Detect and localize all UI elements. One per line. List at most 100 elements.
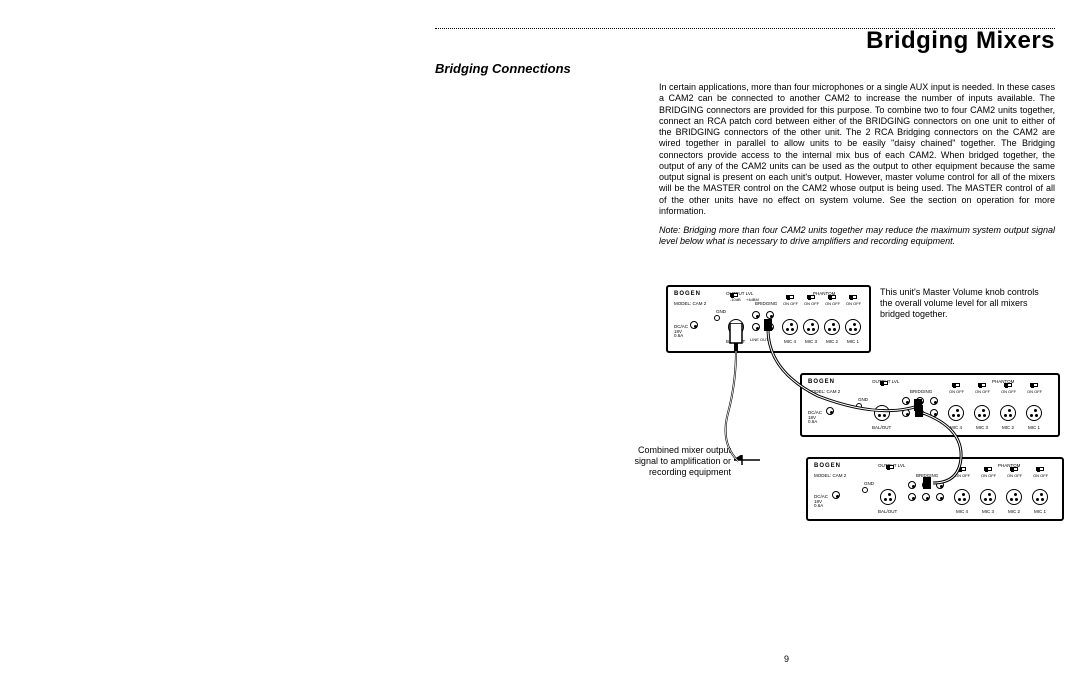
gnd-screw-icon [862,487,868,493]
mixer-unit-2: BOGEN MODEL: CAM 2 GND OUTPUT LVL BRIDGI… [800,373,1060,437]
mic-label: MIC 3 [976,425,988,430]
rca-connector-icon [752,311,760,319]
onoff-label: ON OFF [825,301,840,306]
power-label: DC/AC 18V 0.6A [814,495,828,509]
annotation-master-volume: This unit's Master Volume knob controls … [880,287,1050,319]
phantom-switch [828,295,836,299]
onoff-label: ON OFF [783,301,798,306]
bridging-diagram: This unit's Master Volume knob controls … [608,283,1062,553]
xlr-connector-icon [880,489,896,505]
model-label: MODEL: CAM 2 [674,301,706,306]
rca-connector-icon [766,311,774,319]
mixer-unit-1: BOGEN MODEL: CAM 2 GND OUTPUT LVL BRIDGI… [666,285,871,353]
phantom-switch [1010,467,1018,471]
onoff-label: ON OFF [975,389,990,394]
mic-label: MIC 2 [1008,509,1020,514]
rca-connector-icon [936,493,944,501]
annotation-output-signal: Combined mixer output signal to amplific… [616,445,731,477]
xlr-connector-icon [803,319,819,335]
phantom-switch [958,467,966,471]
output-switch [880,381,888,385]
xlr-connector-icon [980,489,996,505]
onoff-label: ON OFF [981,473,996,478]
onoff-label: ON OFF [1007,473,1022,478]
rca-connector-icon [930,409,938,417]
bridging-label: BRIDGING [910,389,932,394]
note-paragraph: Note: Bridging more than four CAM2 units… [659,225,1055,248]
gnd-screw-icon [856,403,862,409]
gnd-label: GND [864,481,874,486]
xlr-connector-icon [824,319,840,335]
model-label: MODEL: CAM 2 [814,473,846,478]
balout-label: BAL/OUT [878,509,897,514]
phantom-switch [952,383,960,387]
body-paragraph: In certain applications, more than four … [659,82,1055,217]
phantom-switch [1004,383,1012,387]
mic-label: MIC 4 [950,425,962,430]
xlr-connector-icon [954,489,970,505]
xlr-connector-icon [948,405,964,421]
xlr-connector-icon [845,319,861,335]
mic-label: MIC 4 [956,509,968,514]
gnd-screw-icon [714,315,720,321]
xlr-connector-icon [728,319,744,335]
mic-label: MIC 1 [1034,509,1046,514]
lineout-label: LINE OUT [750,337,768,342]
xlr-connector-icon [974,405,990,421]
onoff-label: ON OFF [846,301,861,306]
power-label: DC/AC 18V 0.6A [808,411,822,425]
phantom-switch [1030,383,1038,387]
power-label: DC/AC 18V 0.6A [674,325,688,339]
rca-connector-icon [908,493,916,501]
onoff-label: ON OFF [1033,473,1048,478]
brand-label: BOGEN [674,291,701,297]
mixer-unit-3: BOGEN MODEL: CAM 2 GND OUTPUT LVL BRIDGI… [806,457,1064,521]
xlr-connector-icon [1026,405,1042,421]
rca-connector-icon [908,481,916,489]
xlr-connector-icon [782,319,798,335]
phantom-switch [849,295,857,299]
xlr-connector-icon [1006,489,1022,505]
onoff-label: ON OFF [949,389,964,394]
phantom-switch [807,295,815,299]
rca-connector-icon [930,397,938,405]
rca-connector-icon [922,481,930,489]
rca-connector-icon [916,397,924,405]
phantom-switch [1036,467,1044,471]
rca-connector-icon [902,397,910,405]
rca-connector-icon [752,323,760,331]
bridging-label: BRIDGING [916,473,938,478]
page-title: Bridging Mixers [435,27,1055,55]
plus4-label: +4dBM [746,297,759,302]
arrow-icon [734,455,760,465]
xlr-connector-icon [1032,489,1048,505]
balout-label: BAL/OUT [726,339,745,344]
xlr-connector-icon [1000,405,1016,421]
page-number: 9 [784,654,789,664]
power-connector-icon [690,321,698,329]
brand-label: BOGEN [814,463,841,469]
onoff-label: ON OFF [955,473,970,478]
xlr-connector-icon [874,405,890,421]
phantom-switch [786,295,794,299]
onoff-label: ON OFF [1001,389,1016,394]
gnd-label: GND [716,309,726,314]
rca-connector-icon [766,323,774,331]
output-switch [886,465,894,469]
output-switch [730,293,738,297]
power-connector-icon [826,407,834,415]
rca-connector-icon [936,481,944,489]
mic-label: MIC 4 [784,339,796,344]
balout-label: BAL/OUT [872,425,891,430]
mic-label: MIC 3 [805,339,817,344]
model-label: MODEL: CAM 2 [808,389,840,394]
gnd-label: GND [858,397,868,402]
mic-label: MIC 2 [1002,425,1014,430]
onoff-label: ON OFF [1027,389,1042,394]
brand-label: BOGEN [808,379,835,385]
rca-connector-icon [916,409,924,417]
mic-label: MIC 2 [826,339,838,344]
rca-connector-icon [902,409,910,417]
phantom-switch [978,383,986,387]
rca-connector-icon [922,493,930,501]
